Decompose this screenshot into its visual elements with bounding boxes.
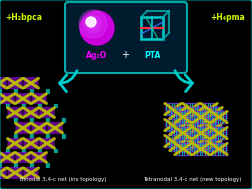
- Text: +H₄pma: +H₄pma: [211, 13, 245, 22]
- FancyArrowPatch shape: [175, 71, 193, 92]
- Circle shape: [84, 15, 102, 33]
- Text: +H₂bpca: +H₂bpca: [6, 13, 43, 22]
- Text: PTA: PTA: [144, 50, 160, 60]
- Text: +: +: [121, 50, 129, 60]
- Circle shape: [80, 11, 114, 45]
- Circle shape: [79, 10, 107, 38]
- Circle shape: [88, 19, 98, 29]
- Text: Tetranodal 3,4-c net (new topology): Tetranodal 3,4-c net (new topology): [143, 177, 241, 183]
- Text: Binodal 3,4-c net (ins topology): Binodal 3,4-c net (ins topology): [20, 177, 106, 183]
- FancyBboxPatch shape: [65, 2, 187, 73]
- Circle shape: [86, 17, 96, 27]
- Text: Ag₂O: Ag₂O: [86, 50, 108, 60]
- FancyArrowPatch shape: [59, 71, 77, 92]
- FancyBboxPatch shape: [141, 17, 163, 39]
